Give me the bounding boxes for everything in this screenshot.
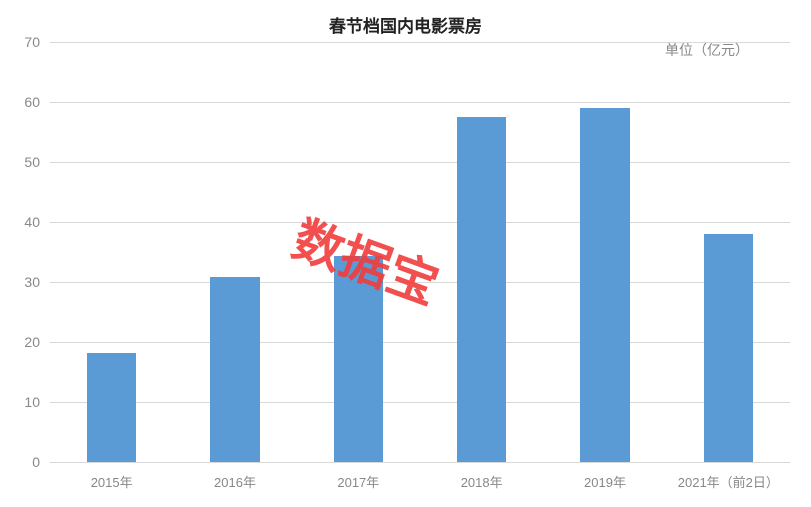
bar xyxy=(580,108,629,462)
chart-title: 春节档国内电影票房 xyxy=(0,12,811,37)
gridline xyxy=(50,222,790,223)
chart-container: 春节档国内电影票房 单位（亿元） 0102030405060702015年201… xyxy=(0,0,811,507)
ytick-label: 40 xyxy=(24,214,40,230)
xtick-label: 2018年 xyxy=(461,472,503,491)
bar xyxy=(87,353,136,462)
ytick-label: 50 xyxy=(24,154,40,170)
bar xyxy=(457,117,506,462)
xtick-label: 2015年 xyxy=(91,472,133,491)
gridline xyxy=(50,402,790,403)
bar xyxy=(334,256,383,462)
gridline xyxy=(50,282,790,283)
ytick-label: 0 xyxy=(32,454,40,470)
xtick-label: 2021年（前2日） xyxy=(678,472,779,491)
plot-area: 0102030405060702015年2016年2017年2018年2019年… xyxy=(50,42,790,462)
gridline xyxy=(50,342,790,343)
gridline xyxy=(50,42,790,43)
bar xyxy=(704,234,753,462)
ytick-label: 70 xyxy=(24,34,40,50)
gridline xyxy=(50,162,790,163)
gridline xyxy=(50,102,790,103)
xtick-label: 2016年 xyxy=(214,472,256,491)
ytick-label: 30 xyxy=(24,274,40,290)
xtick-label: 2019年 xyxy=(584,472,626,491)
xtick-label: 2017年 xyxy=(337,472,379,491)
ytick-label: 60 xyxy=(24,94,40,110)
ytick-label: 10 xyxy=(24,394,40,410)
gridline xyxy=(50,462,790,463)
bar xyxy=(210,277,259,462)
ytick-label: 20 xyxy=(24,334,40,350)
